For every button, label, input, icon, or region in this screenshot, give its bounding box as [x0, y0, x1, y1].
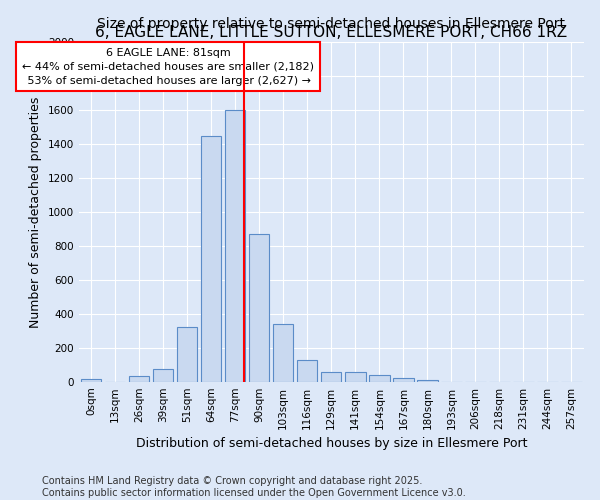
X-axis label: Distribution of semi-detached houses by size in Ellesmere Port: Distribution of semi-detached houses by … — [136, 437, 527, 450]
Bar — [225, 110, 245, 382]
Bar — [297, 360, 317, 382]
Bar — [417, 380, 437, 382]
Bar — [369, 375, 389, 382]
Bar — [393, 378, 413, 382]
Title: 6, EAGLE LANE, LITTLE SUTTON, ELLESMERE PORT, CH66 1RZ: 6, EAGLE LANE, LITTLE SUTTON, ELLESMERE … — [95, 25, 568, 40]
Bar — [201, 136, 221, 382]
Bar — [273, 324, 293, 382]
Bar — [177, 328, 197, 382]
Bar — [81, 379, 101, 382]
Bar — [129, 376, 149, 382]
Bar — [345, 372, 365, 382]
Text: 6 EAGLE LANE: 81sqm
← 44% of semi-detached houses are smaller (2,182)
 53% of se: 6 EAGLE LANE: 81sqm ← 44% of semi-detach… — [22, 48, 314, 86]
Text: Contains HM Land Registry data © Crown copyright and database right 2025.
Contai: Contains HM Land Registry data © Crown c… — [42, 476, 466, 498]
Text: Size of property relative to semi-detached houses in Ellesmere Port: Size of property relative to semi-detach… — [97, 16, 565, 30]
Bar — [249, 234, 269, 382]
Bar — [153, 369, 173, 382]
Bar — [321, 372, 341, 382]
Y-axis label: Number of semi-detached properties: Number of semi-detached properties — [29, 96, 43, 328]
